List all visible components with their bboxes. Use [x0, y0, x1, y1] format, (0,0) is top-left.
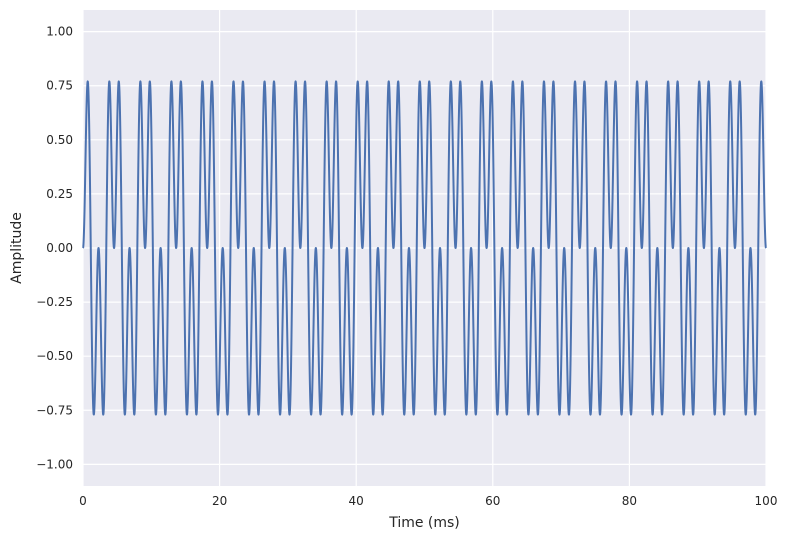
y-tick-label: 0.50: [46, 133, 73, 147]
y-tick-label: −0.75: [36, 403, 73, 417]
y-tick-label: 0.00: [46, 241, 73, 255]
x-tick-label: 40: [349, 494, 364, 508]
x-axis-label: Time (ms): [388, 515, 460, 531]
y-tick-label: −1.00: [36, 457, 73, 471]
series-layer: [82, 80, 767, 416]
y-tick-label: 1.00: [46, 25, 73, 39]
x-tick-label: 0: [79, 494, 87, 508]
y-tick-label: 0.75: [46, 79, 73, 93]
y-tick-label: 0.25: [46, 187, 73, 201]
series-line: [82, 80, 767, 416]
x-tick-label: 80: [622, 494, 637, 508]
x-tick-label: 100: [755, 494, 778, 508]
y-tick-label: −0.25: [36, 295, 73, 309]
x-tick-label: 60: [485, 494, 500, 508]
tick-labels: 0 20 40 60 80 100 −1.00 −0.75 −0.50 −0.25 0.00 0.25…: [36, 25, 777, 508]
x-tick-label: 20: [212, 494, 227, 508]
y-tick-label: −0.50: [36, 349, 73, 363]
y-axis-label: Amplitude: [9, 212, 25, 284]
